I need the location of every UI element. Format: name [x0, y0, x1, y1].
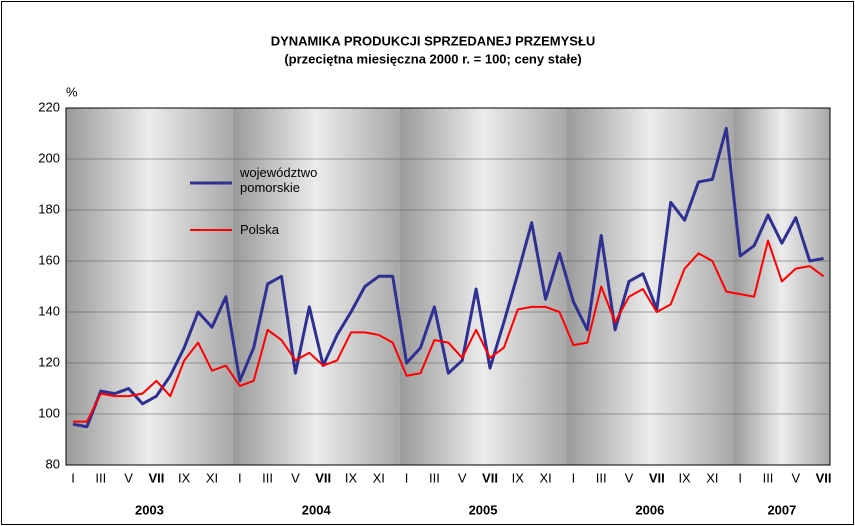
x-tick-label: V: [791, 470, 800, 485]
y-tick-label: 80: [46, 456, 60, 471]
y-tick-label: 120: [38, 354, 60, 369]
y-tick-label: 200: [38, 150, 60, 165]
chart-subtitle: (przeciętna miesięczna 2000 r. = 100; ce…: [284, 51, 581, 66]
x-tick-label: I: [738, 470, 742, 485]
y-tick-label: 220: [38, 99, 60, 114]
year-band: [566, 108, 734, 465]
year-label: 2006: [635, 502, 664, 517]
x-tick-label: V: [625, 470, 634, 485]
x-tick-label: V: [458, 470, 467, 485]
x-tick-label: V: [291, 470, 300, 485]
y-tick-label: 180: [38, 201, 60, 216]
legend-label: województwo pomorskie: [240, 165, 318, 195]
y-tick-label: 100: [38, 405, 60, 420]
x-tick-label: I: [572, 470, 576, 485]
year-band: [733, 108, 830, 465]
x-tick-label: III: [596, 470, 607, 485]
x-tick-label: I: [405, 470, 409, 485]
y-tick-label: 140: [38, 303, 60, 318]
x-tick-label: I: [238, 470, 242, 485]
y-axis-label: %: [66, 84, 78, 99]
x-tick-label: V: [124, 470, 133, 485]
x-tick-label: III: [262, 470, 273, 485]
legend-label: Polska: [240, 222, 280, 237]
series-line: [72, 126, 824, 429]
chart-title: DYNAMIKA PRODUKCJI SPRZEDANEJ PRZEMYSŁU: [271, 33, 596, 48]
year-label: 2004: [302, 502, 332, 517]
x-tick-label: III: [763, 470, 774, 485]
x-tick-label: IX: [178, 470, 191, 485]
x-tick-label: VII: [649, 470, 665, 485]
x-tick-label: XI: [206, 470, 218, 485]
x-tick-label: XI: [706, 470, 718, 485]
year-label: 2005: [469, 502, 498, 517]
year-label: 2003: [135, 502, 164, 517]
x-tick-label: IX: [678, 470, 691, 485]
x-tick-label: VII: [315, 470, 331, 485]
x-tick-label: IX: [345, 470, 358, 485]
x-tick-label: XI: [373, 470, 385, 485]
y-tick-label: 160: [38, 252, 60, 267]
year-band: [399, 108, 567, 465]
plot-frame: [65, 107, 831, 466]
x-tick-label: I: [71, 470, 75, 485]
year-band: [232, 108, 400, 465]
x-tick-label: VII: [148, 470, 164, 485]
x-tick-label: III: [429, 470, 440, 485]
series-line: [73, 239, 825, 423]
x-tick-label: VII: [482, 470, 498, 485]
year-label: 2007: [767, 502, 796, 517]
x-tick-label: VII: [816, 470, 832, 485]
x-tick-label: IX: [512, 470, 525, 485]
x-tick-label: III: [95, 470, 106, 485]
x-tick-label: XI: [539, 470, 551, 485]
